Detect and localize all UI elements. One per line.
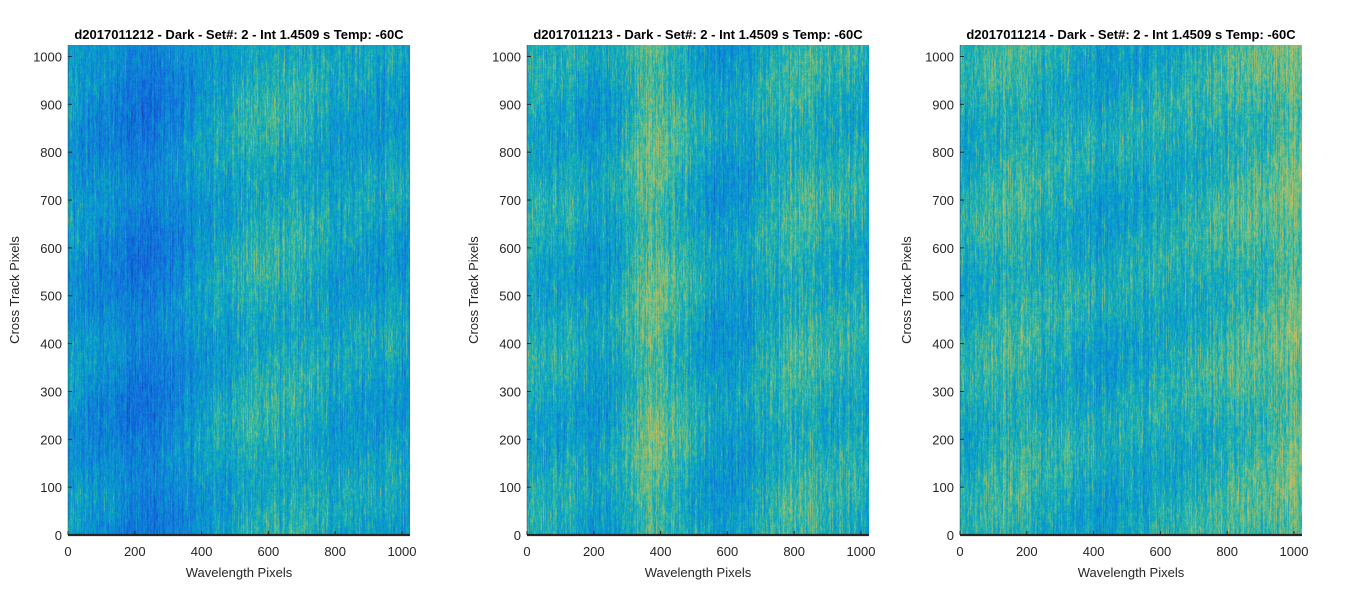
y-tick-label: 800	[499, 145, 521, 160]
y-tick-label: 700	[499, 193, 521, 208]
y-tick-label: 600	[499, 241, 521, 256]
heatmap-image	[960, 45, 1302, 535]
subplot-1: 0 200 400 600 800 1000 0 100 200 300 400 500 600 700 8…	[7, 27, 416, 580]
y-axis-label: Cross Track Pixels	[899, 236, 914, 344]
x-tick-label: 600	[1150, 544, 1172, 559]
x-tick-label: 800	[1216, 544, 1238, 559]
x-axis-label: Wavelength Pixels	[186, 565, 293, 580]
x-axis-label: Wavelength Pixels	[645, 565, 752, 580]
y-tick-label: 900	[499, 97, 521, 112]
y-tick-label: 900	[40, 97, 62, 112]
y-tick-label: 1000	[492, 49, 521, 64]
x-axis-label: Wavelength Pixels	[1078, 565, 1185, 580]
x-tick-label: 1000	[388, 544, 417, 559]
x-tick-label: 200	[583, 544, 605, 559]
y-tick-label: 600	[40, 241, 62, 256]
x-tick-label: 400	[191, 544, 213, 559]
y-tick-label: 700	[932, 193, 954, 208]
chart-title: d2017011214 - Dark - Set#: 2 - Int 1.450…	[966, 27, 1296, 42]
x-tick-label: 1000	[847, 544, 876, 559]
y-tick-label: 100	[499, 480, 521, 495]
y-axis-label: Cross Track Pixels	[466, 236, 481, 344]
y-tick-label: 500	[499, 289, 521, 304]
subplot-2: 0 200 400 600 800 1000 0 100 200 300 400 500 600 700 8…	[466, 27, 875, 580]
y-tick-label: 300	[40, 384, 62, 399]
y-tick-label: 900	[932, 97, 954, 112]
x-tick-label: 0	[523, 544, 530, 559]
x-tick-label: 1000	[1280, 544, 1309, 559]
y-tick-label: 800	[40, 145, 62, 160]
subplot-3: 0 200 400 600 800 1000 0 100 200 300 400 500 600 700 8…	[899, 27, 1308, 580]
heatmap-image	[527, 45, 869, 535]
y-tick-label: 300	[499, 384, 521, 399]
x-tick-label: 0	[956, 544, 963, 559]
y-tick-label: 400	[40, 337, 62, 352]
x-tick-label: 800	[324, 544, 346, 559]
y-tick-label: 800	[932, 145, 954, 160]
y-tick-label: 100	[40, 480, 62, 495]
y-tick-label: 700	[40, 193, 62, 208]
y-tick-label: 200	[932, 432, 954, 447]
y-tick-label: 200	[40, 432, 62, 447]
x-tick-label: 600	[717, 544, 739, 559]
heatmap-image	[68, 45, 410, 535]
y-tick-label: 500	[40, 289, 62, 304]
y-tick-label: 500	[932, 289, 954, 304]
y-axis-label: Cross Track Pixels	[7, 236, 22, 344]
x-tick-label: 200	[1016, 544, 1038, 559]
y-tick-label: 0	[947, 528, 954, 543]
x-tick-label: 400	[650, 544, 672, 559]
y-tick-label: 400	[499, 337, 521, 352]
y-tick-label: 300	[932, 384, 954, 399]
y-tick-label: 1000	[925, 49, 954, 64]
y-tick-label: 1000	[33, 49, 62, 64]
x-tick-label: 800	[783, 544, 805, 559]
chart-title: d2017011212 - Dark - Set#: 2 - Int 1.450…	[74, 27, 404, 42]
x-tick-label: 200	[124, 544, 146, 559]
y-tick-label: 400	[932, 337, 954, 352]
chart-title: d2017011213 - Dark - Set#: 2 - Int 1.450…	[533, 27, 863, 42]
y-tick-label: 100	[932, 480, 954, 495]
y-tick-label: 200	[499, 432, 521, 447]
x-tick-label: 400	[1083, 544, 1105, 559]
y-tick-label: 0	[55, 528, 62, 543]
x-tick-label: 600	[258, 544, 280, 559]
x-tick-label: 0	[64, 544, 71, 559]
y-tick-label: 600	[932, 241, 954, 256]
y-tick-label: 0	[514, 528, 521, 543]
